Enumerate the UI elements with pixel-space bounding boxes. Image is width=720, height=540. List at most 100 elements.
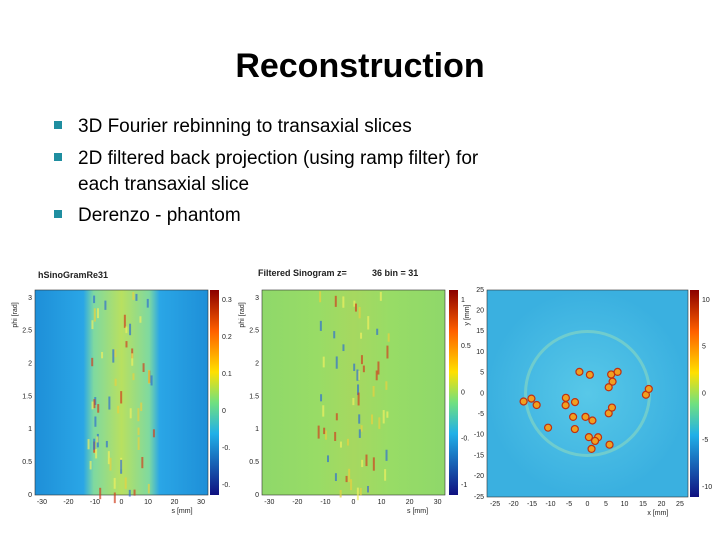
colorbar-label: 10 <box>702 297 710 304</box>
texture <box>124 477 127 489</box>
x-tick-label: 30 <box>434 499 442 506</box>
y-tick-label: 1.5 <box>22 393 32 400</box>
texture <box>113 492 116 504</box>
texture <box>104 300 107 310</box>
texture <box>372 457 375 471</box>
colorbar-label: -1 <box>461 482 467 489</box>
texture <box>387 333 390 342</box>
y-tick-label: 20 <box>476 308 484 315</box>
plot-area <box>486 289 689 498</box>
y-tick-label: 0.5 <box>249 459 259 466</box>
texture <box>113 477 116 489</box>
spot <box>644 384 653 394</box>
texture <box>99 487 102 500</box>
texture <box>322 405 325 417</box>
texture <box>334 473 337 481</box>
x-tick-label: 20 <box>171 499 179 506</box>
bullet <box>54 210 62 218</box>
texture <box>96 308 99 319</box>
texture <box>385 449 388 461</box>
bullet-text: 3D Fourier rebinning to transaxial slice… <box>78 116 412 137</box>
spot <box>543 423 553 432</box>
colorbar <box>210 290 219 495</box>
x-tick-label: -20 <box>63 499 73 506</box>
bullet-list: 3D Fourier rebinning to transaxial slice… <box>54 116 479 226</box>
texture <box>360 425 363 432</box>
bullet-text: each transaxial slice <box>78 174 249 195</box>
x-tick-label: 10 <box>144 499 152 506</box>
x-axis-label: x [mm] <box>647 510 668 517</box>
x-tick-label: -30 <box>264 499 274 506</box>
spot <box>613 367 622 377</box>
x-tick-label: -15 <box>527 501 537 508</box>
texture <box>141 456 144 469</box>
texture <box>139 316 142 323</box>
texture <box>356 487 359 501</box>
x-tick-label: -10 <box>90 499 100 506</box>
texture <box>333 331 336 339</box>
spot <box>519 397 528 406</box>
texture <box>334 295 337 307</box>
spot <box>581 412 590 422</box>
texture <box>386 345 389 359</box>
texture <box>367 316 370 330</box>
texture <box>120 391 123 404</box>
spot <box>575 367 584 376</box>
texture <box>367 485 370 493</box>
colorbar-label: 5 <box>702 344 706 351</box>
texture <box>358 414 361 424</box>
x-tick-label: 10 <box>378 499 386 506</box>
texture <box>105 440 108 448</box>
texture <box>357 384 360 396</box>
y-axis-label: y [mm] <box>464 304 471 325</box>
texture <box>342 344 345 352</box>
colorbar-label: 1 <box>461 297 465 304</box>
spot <box>585 370 594 379</box>
texture <box>377 361 380 375</box>
y-tick-label: 0.5 <box>22 459 32 466</box>
texture <box>120 459 123 474</box>
bullet-text: Derenzo - phantom <box>78 205 241 226</box>
texture <box>335 413 338 421</box>
texture <box>357 370 360 380</box>
y-tick-label: 2 <box>255 361 259 368</box>
x-axis-label: s [mm] <box>407 508 428 515</box>
texture <box>137 437 140 450</box>
texture <box>356 369 359 381</box>
texture <box>353 300 356 307</box>
y-tick-label: 0 <box>28 492 32 499</box>
texture <box>339 441 342 448</box>
texture <box>354 303 357 312</box>
colorbar <box>690 290 699 497</box>
texture <box>94 416 97 427</box>
y-tick-label: 10 <box>476 349 484 356</box>
texture <box>96 436 99 443</box>
texture <box>357 392 360 406</box>
texture <box>91 357 94 367</box>
texture <box>348 468 351 483</box>
texture <box>125 341 128 348</box>
texture <box>147 483 150 494</box>
texture <box>129 408 132 419</box>
texture <box>131 353 134 366</box>
spot <box>561 401 570 410</box>
y-tick-label: 0 <box>255 492 259 499</box>
plot-panel: 0.3 0.2 0.1 0 -0. -0. 3 2.5 2 1.5 1 0.5 0 -30 -20 -10 0 1… <box>12 270 232 515</box>
y-tick-label: 2 <box>28 361 32 368</box>
spot <box>570 397 580 407</box>
texture <box>352 397 355 406</box>
x-tick-label: 0 <box>352 499 356 506</box>
texture <box>93 295 96 304</box>
spot <box>605 440 614 449</box>
y-tick-label: -15 <box>474 452 484 459</box>
x-tick-label: 15 <box>639 501 647 508</box>
texture <box>114 378 117 386</box>
texture <box>376 328 379 335</box>
texture <box>335 356 338 369</box>
texture <box>91 401 94 410</box>
bullet-text: 2D filtered back projection (using ramp … <box>78 148 479 169</box>
texture <box>379 291 382 301</box>
texture <box>324 430 327 440</box>
texture <box>342 296 345 308</box>
colorbar-label: 0 <box>702 390 706 397</box>
